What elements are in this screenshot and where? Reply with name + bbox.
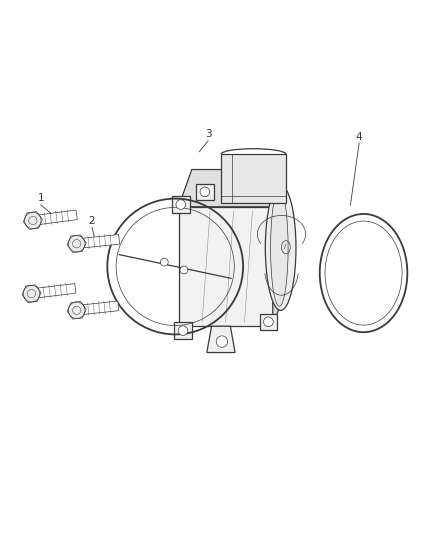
Circle shape <box>160 258 168 266</box>
Text: 3: 3 <box>205 130 212 140</box>
Ellipse shape <box>271 189 288 306</box>
Circle shape <box>180 266 188 274</box>
Text: 1: 1 <box>37 193 44 203</box>
Polygon shape <box>207 326 235 352</box>
Text: i: i <box>284 244 286 250</box>
Text: 4: 4 <box>356 132 363 142</box>
Circle shape <box>68 236 85 252</box>
Text: 2: 2 <box>88 216 95 226</box>
Circle shape <box>176 200 186 209</box>
Polygon shape <box>76 301 119 315</box>
Polygon shape <box>179 169 286 207</box>
Polygon shape <box>172 196 190 213</box>
Circle shape <box>200 187 210 197</box>
Polygon shape <box>174 322 192 339</box>
Circle shape <box>68 302 85 319</box>
Circle shape <box>216 336 228 348</box>
Polygon shape <box>260 313 277 330</box>
Circle shape <box>23 285 40 302</box>
Circle shape <box>264 317 273 327</box>
Polygon shape <box>196 183 214 200</box>
Polygon shape <box>273 169 286 326</box>
Polygon shape <box>76 235 120 248</box>
Polygon shape <box>179 207 273 326</box>
Circle shape <box>178 326 188 335</box>
Circle shape <box>25 212 41 229</box>
Polygon shape <box>221 154 286 203</box>
Polygon shape <box>31 284 76 298</box>
Ellipse shape <box>265 185 296 310</box>
Polygon shape <box>32 210 77 225</box>
